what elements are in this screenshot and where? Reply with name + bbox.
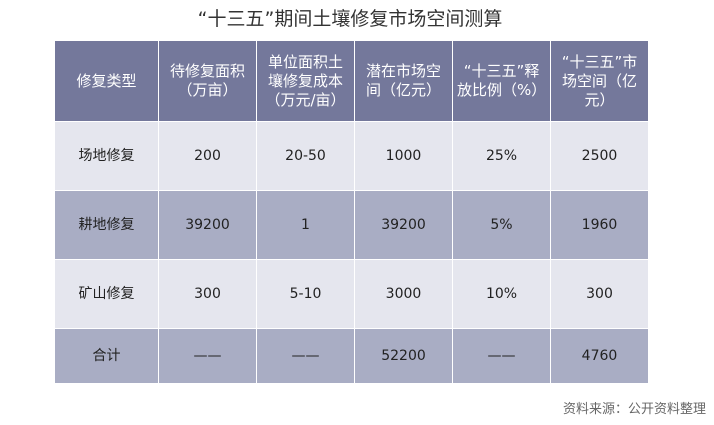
cell: 39200 [158, 190, 257, 260]
cell: 52200 [354, 328, 453, 384]
cell: 4760 [550, 328, 649, 384]
cell: —— [256, 328, 355, 384]
header-cell: 待修复面积（万亩） [158, 40, 257, 122]
header-cell: 单位面积土壤修复成本（万元/亩） [256, 40, 355, 122]
header-cell: 潜在市场空间（亿元） [354, 40, 453, 122]
cell: —— [452, 328, 551, 384]
data-table: 修复类型 待修复面积（万亩） 单位面积土壤修复成本（万元/亩） 潜在市场空间（亿… [54, 40, 649, 384]
cell: 300 [550, 259, 649, 329]
header-cell: “十三五”释放比例（%） [452, 40, 551, 122]
cell: 39200 [354, 190, 453, 260]
cell: 5-10 [256, 259, 355, 329]
table-row: 场地修复 200 20-50 1000 25% 2500 [54, 121, 649, 191]
table-row: 矿山修复 300 5-10 3000 10% 300 [54, 259, 649, 329]
cell: 合计 [54, 328, 159, 384]
source-note: 资料来源：公开资料整理 [562, 402, 706, 417]
table-row: 耕地修复 39200 1 39200 5% 1960 [54, 190, 649, 260]
table-title: “十三五”期间土壤修复市场空间测算 [197, 8, 503, 30]
cell: 1000 [354, 121, 453, 191]
cell: 2500 [550, 121, 649, 191]
cell: 200 [158, 121, 257, 191]
header-row: 修复类型 待修复面积（万亩） 单位面积土壤修复成本（万元/亩） 潜在市场空间（亿… [54, 40, 649, 122]
cell: 1960 [550, 190, 649, 260]
cell: 25% [452, 121, 551, 191]
cell: 10% [452, 259, 551, 329]
cell: 3000 [354, 259, 453, 329]
cell: 5% [452, 190, 551, 260]
total-row: 合计 —— —— 52200 —— 4760 [54, 328, 649, 384]
cell: 耕地修复 [54, 190, 159, 260]
cell: 300 [158, 259, 257, 329]
header-cell: “十三五”市场空间（亿元） [550, 40, 649, 122]
cell: 1 [256, 190, 355, 260]
cell: 场地修复 [54, 121, 159, 191]
header-cell: 修复类型 [54, 40, 159, 122]
cell: —— [158, 328, 257, 384]
cell: 矿山修复 [54, 259, 159, 329]
cell: 20-50 [256, 121, 355, 191]
